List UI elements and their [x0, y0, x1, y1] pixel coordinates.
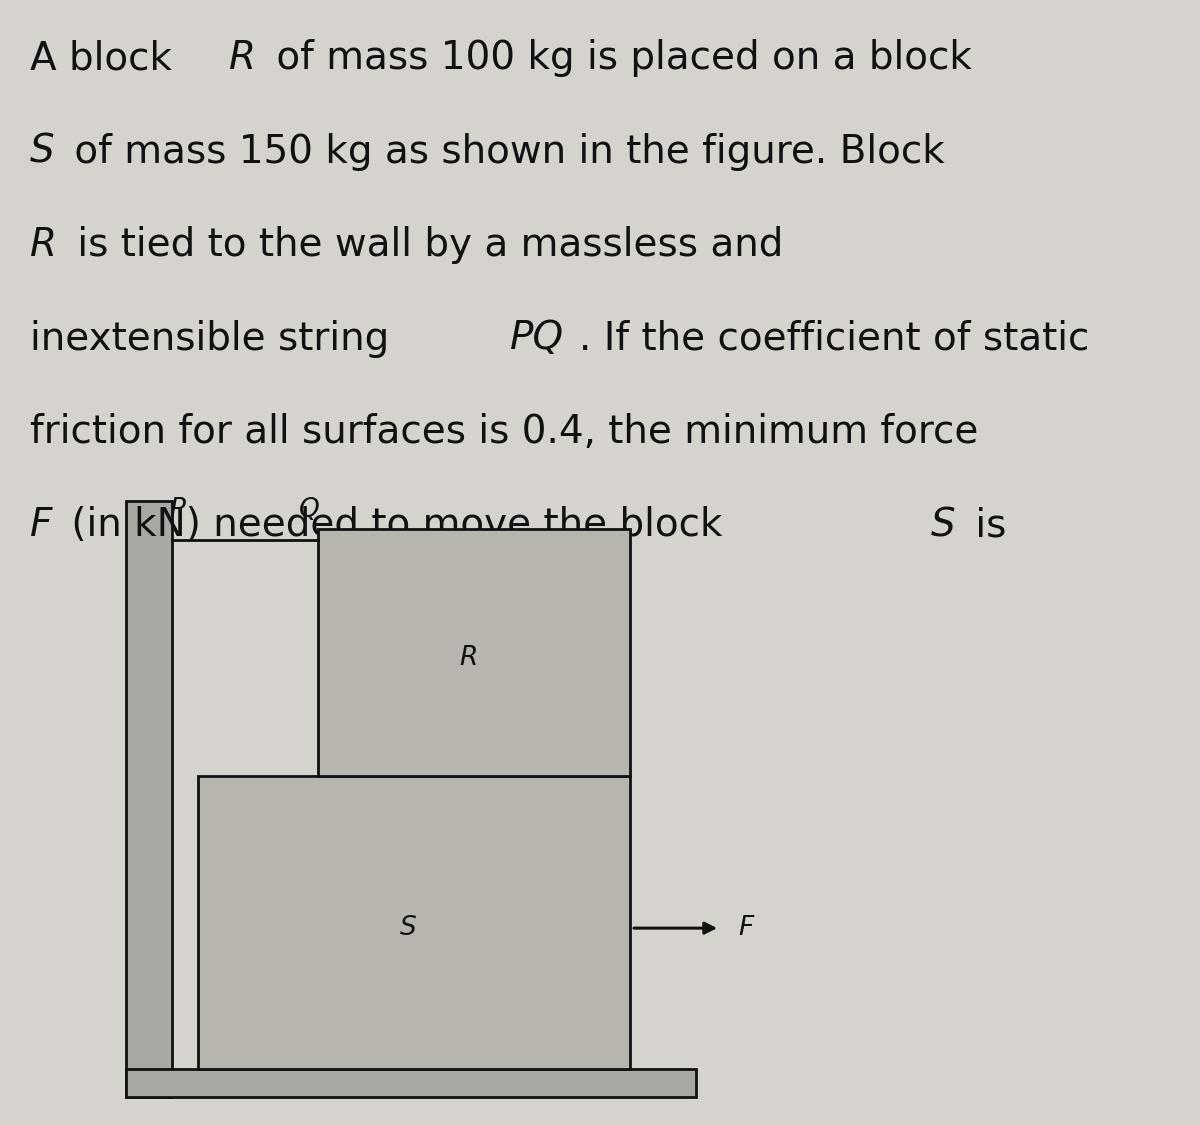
- Text: F: F: [30, 506, 53, 544]
- Bar: [126, 501, 172, 1097]
- Text: S: S: [30, 133, 55, 171]
- Text: P: P: [169, 497, 186, 523]
- Text: R: R: [229, 39, 256, 78]
- Text: Q: Q: [299, 497, 320, 523]
- Text: of mass 100 kg is placed on a block: of mass 100 kg is placed on a block: [264, 39, 972, 78]
- Text: is: is: [962, 506, 1006, 544]
- Bar: [198, 776, 630, 1069]
- Text: PQ: PQ: [510, 319, 564, 358]
- Text: A block: A block: [30, 39, 185, 78]
- Text: S: S: [400, 915, 416, 942]
- Text: is tied to the wall by a massless and: is tied to the wall by a massless and: [65, 226, 784, 264]
- Text: R: R: [30, 226, 58, 264]
- Text: (in kN) needed to move the block: (in kN) needed to move the block: [59, 506, 734, 544]
- Text: R: R: [458, 645, 478, 672]
- Text: S: S: [931, 506, 955, 544]
- Text: . If the coefficient of static: . If the coefficient of static: [580, 319, 1090, 358]
- Text: inextensible string: inextensible string: [30, 319, 402, 358]
- Bar: [318, 529, 630, 776]
- Text: F: F: [738, 915, 754, 942]
- Bar: [126, 1069, 696, 1097]
- Text: of mass 150 kg as shown in the figure. Block: of mass 150 kg as shown in the figure. B…: [61, 133, 944, 171]
- Text: friction for all surfaces is 0.4, the minimum force: friction for all surfaces is 0.4, the mi…: [30, 413, 978, 451]
